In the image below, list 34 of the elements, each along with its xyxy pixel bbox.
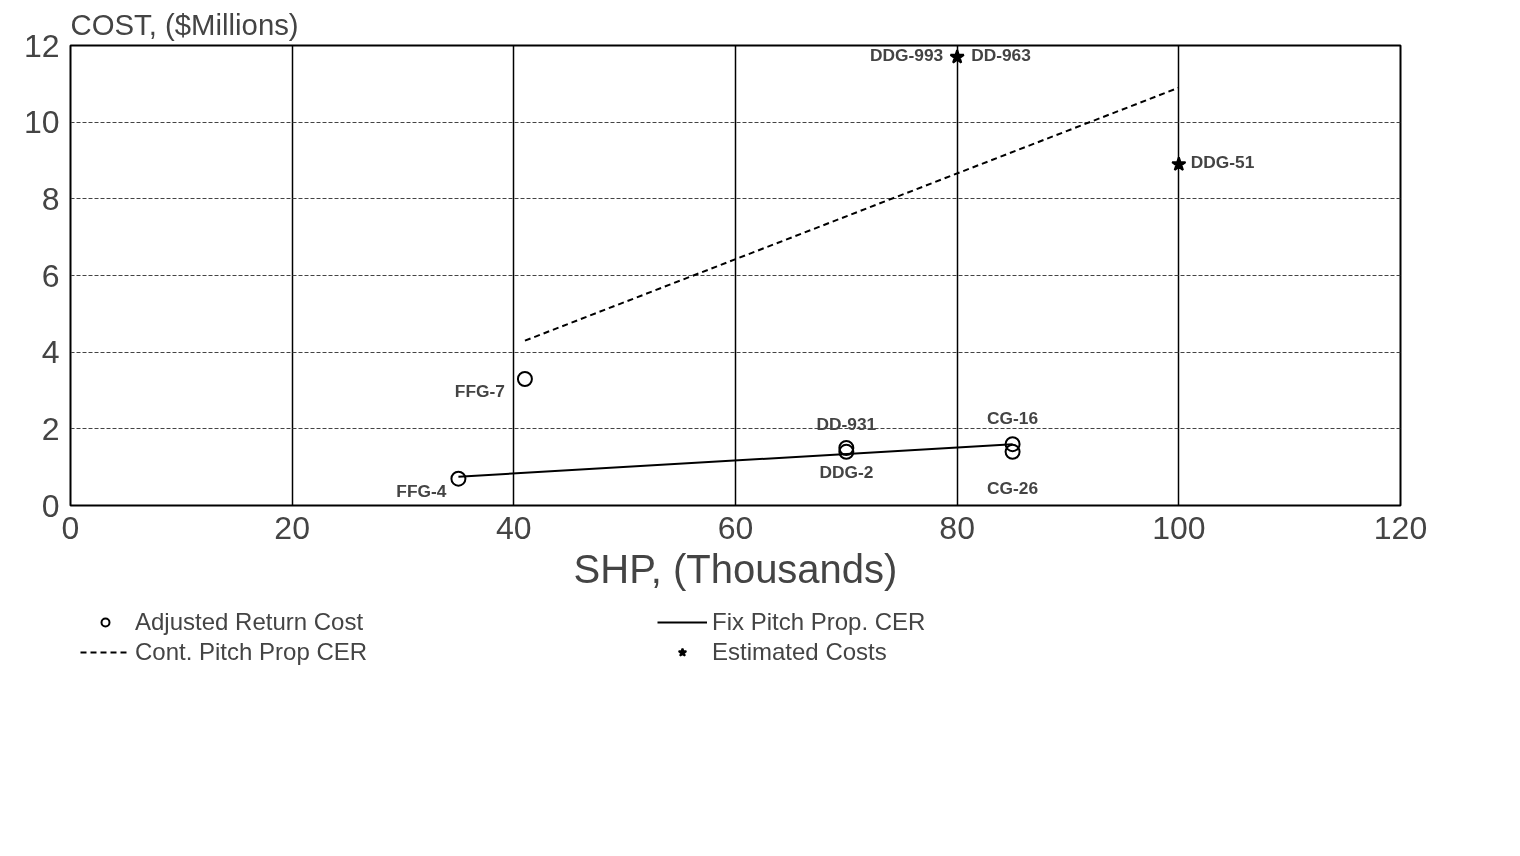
x-axis-title: SHP, (Thousands) (573, 546, 898, 591)
legend-label: Fix Pitch Prop. CER (712, 608, 927, 636)
annotation: CG-16 (987, 408, 1039, 429)
point (838, 443, 855, 460)
annotation: FFG-7 (454, 381, 505, 401)
point (450, 470, 467, 487)
x-tick-label: 20 (274, 509, 310, 546)
y-tick-label: 2 (41, 410, 60, 447)
x-tick-label: 100 (1152, 509, 1206, 546)
annotation: DDG-2 (819, 461, 874, 482)
point (949, 49, 965, 64)
y-axis-title: COST, ($Millions) (70, 7, 299, 41)
point (838, 440, 855, 456)
point (516, 371, 533, 387)
legend-label: Adjusted Return Cost (135, 608, 365, 636)
x-tick-label: 120 (1373, 509, 1428, 546)
point (1004, 443, 1021, 460)
x-tick-label: 60 (717, 509, 754, 546)
annotation: DD-963 (971, 45, 1032, 65)
y-tick-label: 4 (41, 334, 60, 371)
x-tick-label: 40 (496, 509, 532, 546)
annotation: DDG-51 (1190, 152, 1255, 173)
legend-label: Cont. Pitch Prop CER (135, 638, 369, 666)
y-tick-label: 12 (23, 27, 60, 64)
y-tick-label: 8 (41, 180, 60, 217)
point (1004, 436, 1021, 453)
annotation: DDG-993 (869, 45, 944, 65)
annotation: FFG-4 (396, 480, 447, 501)
y-tick-label: 10 (23, 104, 60, 141)
point (1171, 156, 1187, 171)
y-tick-label: 6 (41, 257, 60, 294)
x-tick-label: 80 (939, 509, 975, 546)
annotation: CG-26 (987, 477, 1039, 498)
legend-label: Estimated Costs (712, 638, 888, 666)
